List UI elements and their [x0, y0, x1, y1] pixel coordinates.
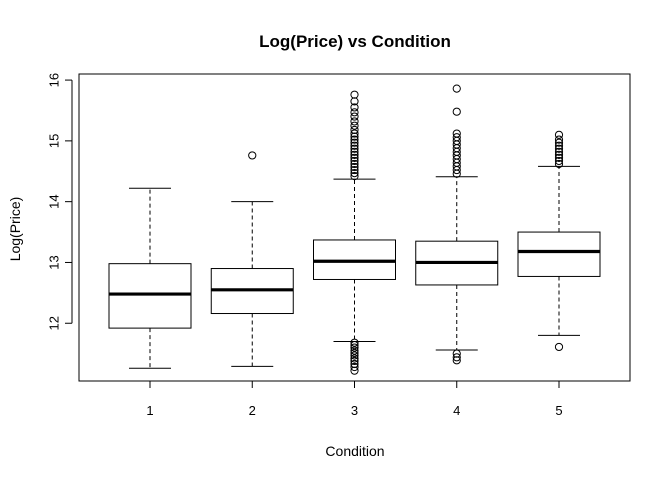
outlier-point [350, 356, 359, 366]
outlier-point [248, 151, 257, 160]
outlier-point [452, 353, 461, 362]
outlier-point [350, 168, 359, 178]
outlier-point [350, 129, 359, 138]
outlier-point [350, 132, 359, 141]
box-group-condition-4 [415, 84, 499, 365]
y-tick-label: 16 [46, 73, 61, 87]
outlier-point [452, 129, 461, 138]
outlier-point [350, 156, 359, 166]
x-tick-label: 3 [351, 403, 358, 418]
x-tick-label: 2 [249, 403, 256, 418]
outlier-point [350, 103, 359, 112]
x-axis: 1 2 3 4 5 [146, 380, 563, 418]
outlier-point [554, 156, 564, 166]
outlier-point [452, 84, 461, 93]
box-group-condition-3 [313, 90, 396, 375]
outlier-point [350, 354, 359, 363]
y-axis: 12 13 14 15 16 [46, 73, 73, 330]
x-tick-label: 5 [555, 403, 562, 418]
box-group-condition-1 [108, 187, 192, 369]
outlier-point [350, 117, 359, 126]
outlier-point [350, 108, 359, 117]
box-group-condition-5 [517, 130, 601, 352]
outlier-point [554, 135, 564, 144]
outlier-point [350, 97, 359, 106]
outlier-point [350, 150, 359, 159]
outlier-point [350, 125, 359, 135]
outlier-point [350, 346, 359, 355]
y-tick-label: 12 [46, 316, 61, 330]
outlier-point [554, 153, 564, 162]
outlier-point [350, 147, 359, 156]
outlier-point [350, 348, 359, 358]
outlier-point [554, 147, 564, 156]
outlier-point [452, 356, 461, 365]
outlier-point [350, 172, 359, 181]
outlier-point [350, 343, 359, 352]
x-tick-label: 4 [453, 403, 460, 418]
outlier-point [452, 107, 461, 116]
outlier-point [350, 138, 359, 147]
outlier-point [350, 366, 359, 375]
outlier-point [350, 144, 359, 153]
outlier-point [350, 121, 359, 130]
outlier-point [452, 349, 461, 358]
outlier-point [350, 338, 359, 347]
outlier-point [350, 90, 359, 99]
outlier-point [554, 342, 564, 352]
outlier-point [350, 359, 359, 369]
outlier-point [554, 141, 564, 150]
y-axis-label: Log(Price) [7, 197, 23, 262]
outlier-point [350, 362, 359, 372]
outlier-point [554, 130, 564, 139]
outlier-point [350, 153, 359, 162]
outlier-point [554, 144, 564, 153]
y-tick-label: 13 [46, 255, 61, 269]
box-iqr [517, 231, 601, 277]
outlier-point [350, 112, 359, 121]
outlier-point [350, 141, 359, 150]
outlier-point [350, 165, 359, 175]
outlier-point [554, 159, 564, 169]
y-tick-label: 14 [46, 194, 61, 208]
outlier-point [350, 351, 359, 360]
box-iqr [108, 263, 192, 329]
x-tick-label: 1 [146, 403, 153, 418]
box-group-condition-2 [210, 151, 294, 367]
outlier-point [452, 133, 461, 142]
outlier-point [350, 162, 359, 172]
outlier-point [350, 341, 359, 350]
outlier-point [554, 150, 564, 159]
chart-title: Log(Price) vs Condition [259, 32, 451, 51]
x-axis-label: Condition [325, 443, 384, 459]
outlier-point [350, 135, 359, 144]
y-tick-label: 15 [46, 134, 61, 148]
outlier-point [350, 159, 359, 169]
outlier-point [554, 138, 564, 147]
boxes [108, 84, 601, 375]
